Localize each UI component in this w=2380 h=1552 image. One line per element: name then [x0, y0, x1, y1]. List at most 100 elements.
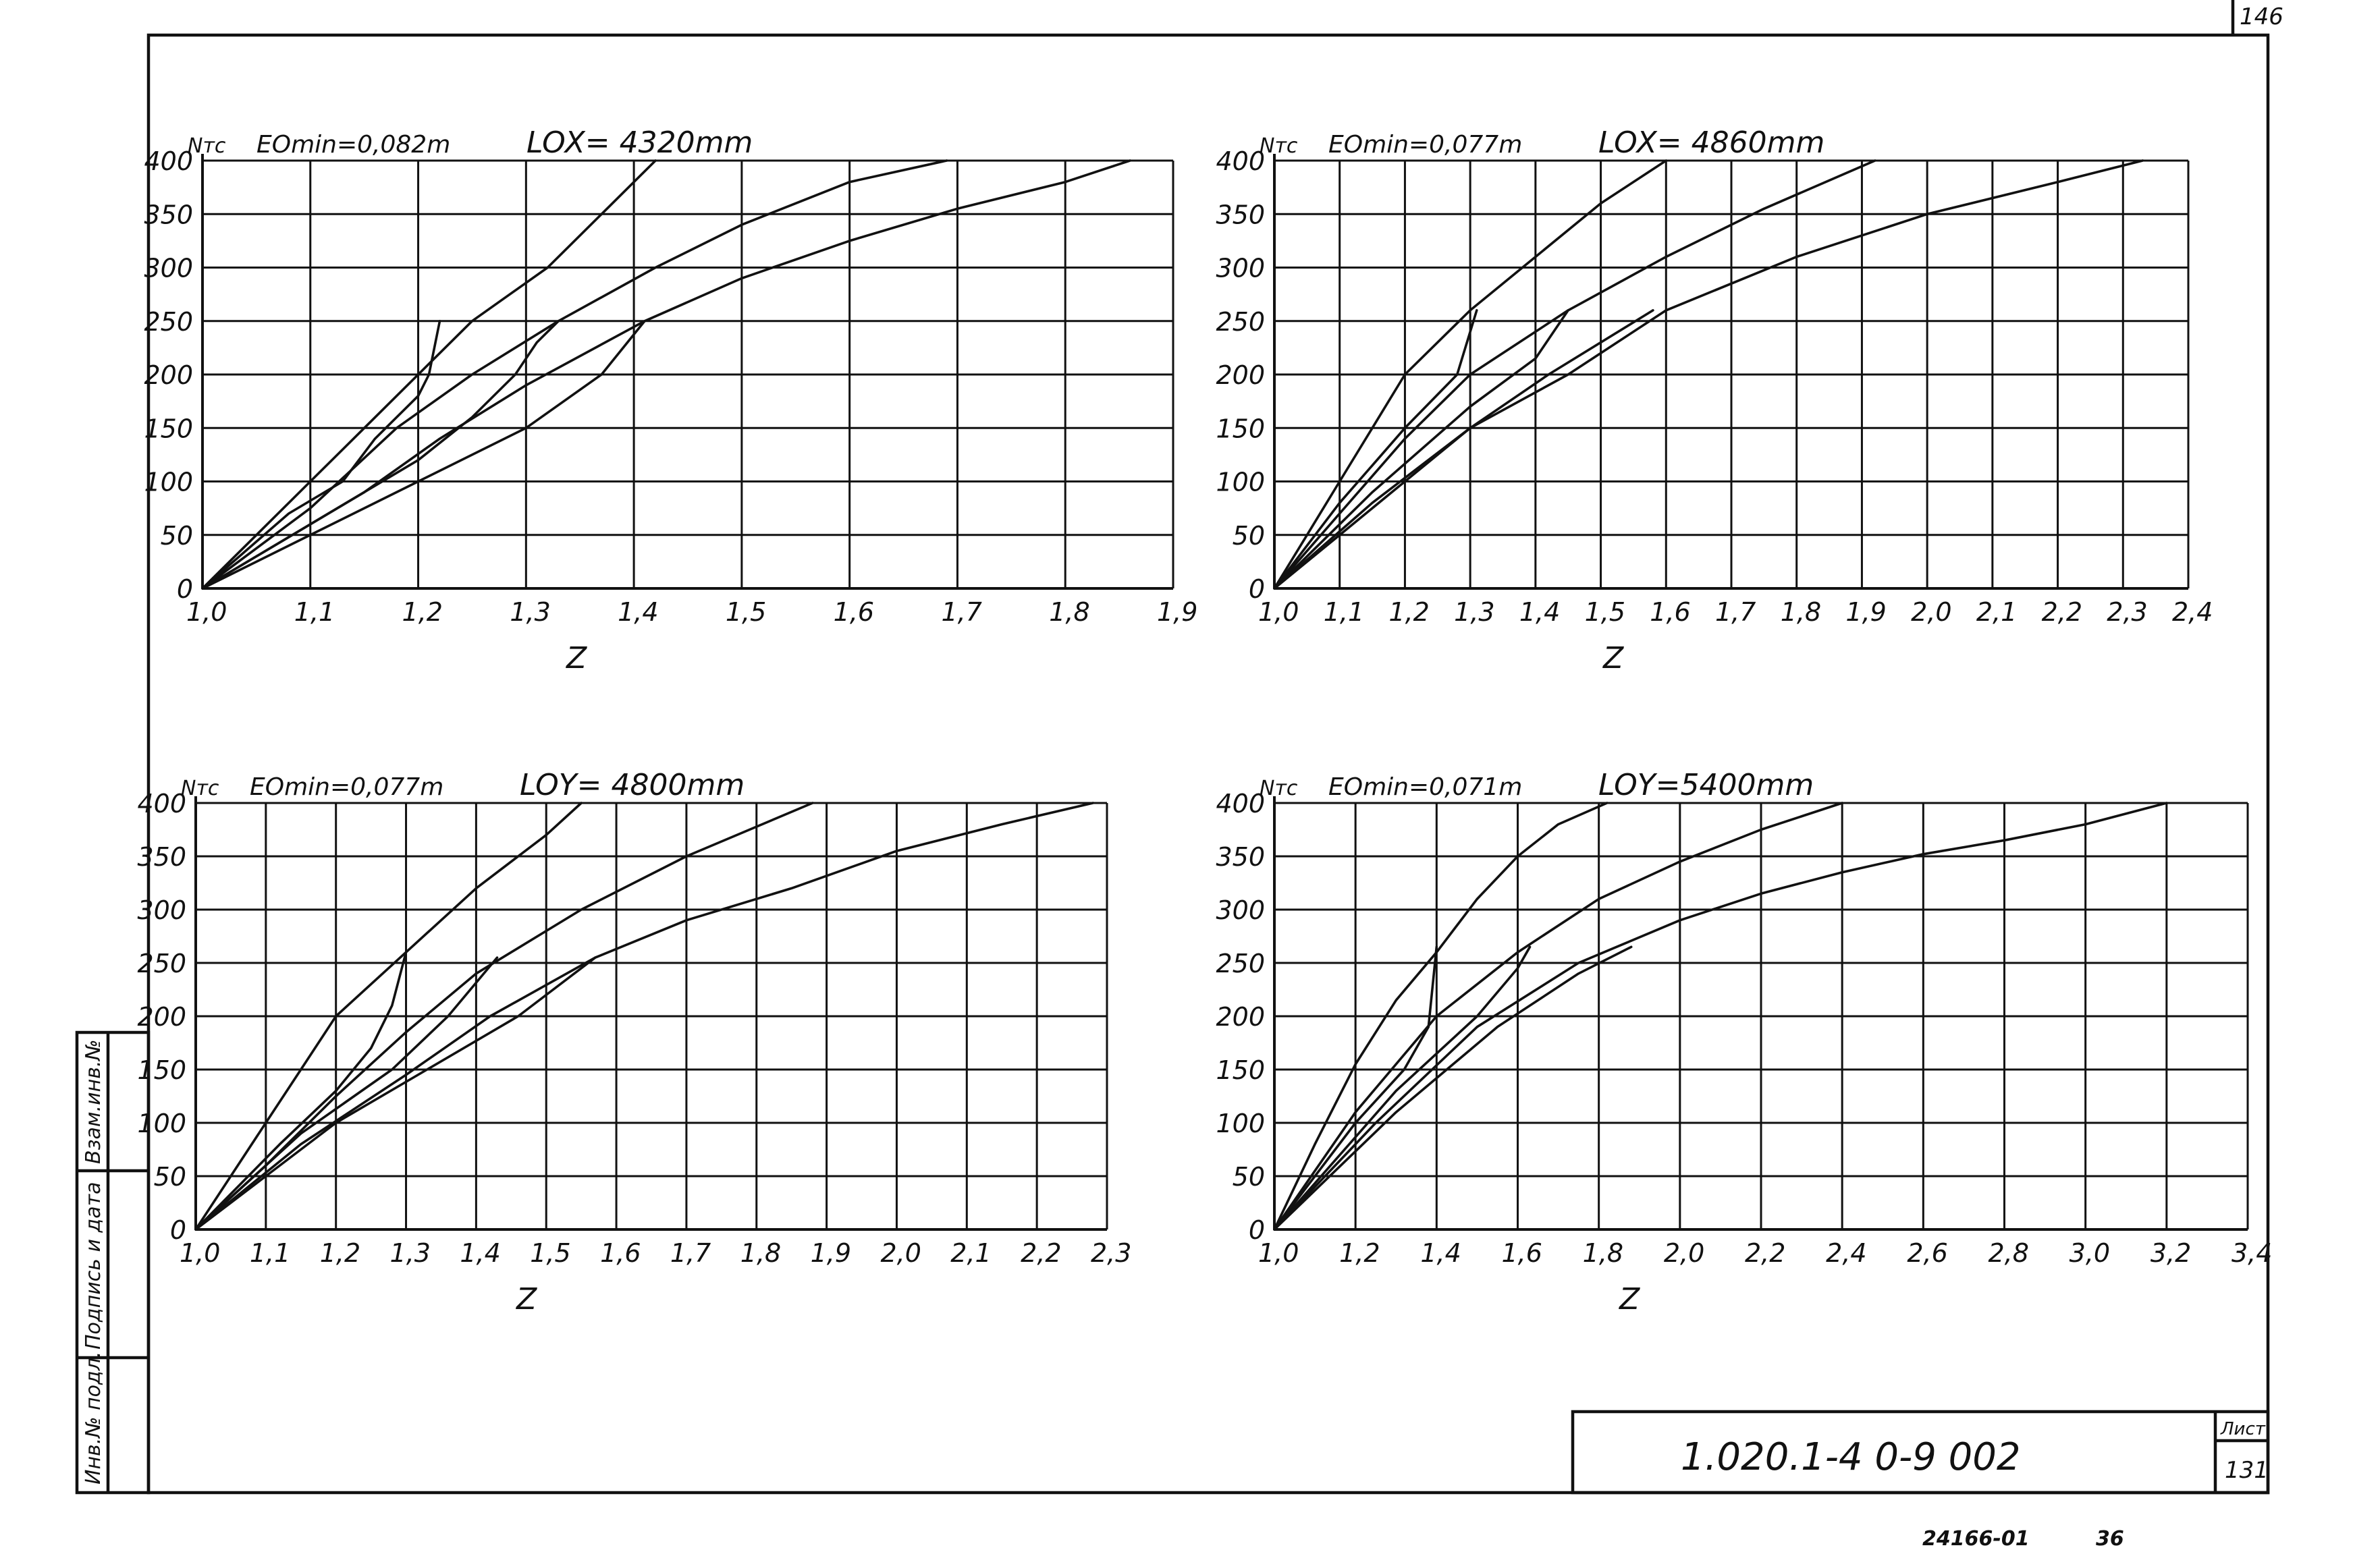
- sheet-frame: [146, 33, 2270, 1495]
- chart-grid: [194, 802, 1108, 1231]
- chart-grid: [1273, 802, 2249, 1231]
- x-tick-label: 1,2: [320, 1238, 360, 1268]
- y-tick-label: 100: [1216, 468, 1265, 497]
- series-line-3: [1273, 159, 2144, 590]
- charts-container: 1,0 1,1 1,2 1,3 1,4 1,5 1,6 1,7 1,8 1,9 0 50 100 150 2…: [137, 126, 2272, 1317]
- y-tick-label: 50: [1233, 1162, 1265, 1192]
- series-line-4: [194, 951, 408, 1231]
- y-tick-label: 150: [1216, 414, 1265, 443]
- y-tick-label: 300: [1216, 254, 1265, 283]
- series-line-4: [1273, 309, 1478, 590]
- x-tick-label: 1,7: [1715, 597, 1756, 627]
- emin-label: EOmin=0,071m: [1328, 773, 1522, 801]
- y-axis-label: Nтс: [188, 134, 226, 158]
- x-tick-label: 1,8: [1049, 597, 1089, 627]
- x-tick-label: 1,6: [1502, 1238, 1542, 1268]
- y-tick-label: 200: [1216, 1002, 1265, 1032]
- x-tick-label: 1,7: [941, 597, 981, 627]
- y-tick-label: 0: [170, 1215, 186, 1245]
- x-tick-label: 1,4: [1519, 597, 1560, 627]
- series-line-4: [1273, 945, 1438, 1231]
- series-line-6: [201, 320, 646, 590]
- emin-label: EOmin=0,082m: [256, 131, 450, 159]
- x-axis-label: Z: [1602, 641, 1624, 675]
- y-tick-label: 400: [137, 789, 186, 819]
- emin-label: EOmin=0,077m: [1328, 131, 1522, 159]
- x-tick-label: 2,3: [2107, 597, 2147, 627]
- y-tick-label: 150: [1216, 1055, 1265, 1085]
- x-tick-label: 1,8: [740, 1238, 781, 1268]
- x-tick-label: 1,3: [510, 597, 550, 627]
- sheet-number: 131: [2225, 1457, 2269, 1484]
- x-tick-label: 2,0: [880, 1238, 921, 1268]
- archive-number: 24166-01: [1922, 1527, 2030, 1551]
- series-line-1: [1273, 159, 1668, 590]
- x-tick-label: 1,7: [670, 1238, 711, 1268]
- y-tick-label: 250: [1216, 307, 1265, 337]
- length-label: LOX= 4320mm: [526, 126, 753, 160]
- x-tick-label: 1,4: [618, 597, 658, 627]
- x-tick-label: 1,5: [530, 1238, 570, 1268]
- y-tick-label: 300: [137, 895, 186, 925]
- x-tick-label: 1,6: [834, 597, 874, 627]
- x-axis-label: Z: [516, 1282, 537, 1317]
- x-tick-label: 1,9: [1157, 597, 1197, 627]
- x-tick-label: 1,5: [726, 597, 766, 627]
- x-axis-label: Z: [566, 641, 587, 675]
- x-tick-label: 1,1: [250, 1238, 290, 1268]
- series-line-5: [1273, 945, 1532, 1231]
- x-tick-label: 1,3: [390, 1238, 431, 1268]
- x-tick-label: 3,0: [2070, 1238, 2110, 1268]
- x-tick-label: 3,4: [2232, 1238, 2272, 1268]
- x-tick-label: 1,9: [1845, 597, 1886, 627]
- x-axis-label: Z: [1619, 1282, 1640, 1317]
- x-tick-label: 2,2: [2042, 597, 2082, 627]
- length-label: LOY= 4800mm: [520, 768, 745, 802]
- y-tick-label: 200: [137, 1002, 186, 1032]
- y-axis-label: Nтс: [181, 777, 219, 800]
- x-tick-label: 3,2: [2151, 1238, 2191, 1268]
- margin-label-replace: Взам.инв.№: [82, 1039, 105, 1164]
- y-tick-label: 150: [137, 1055, 186, 1085]
- series-line-6: [1273, 309, 1654, 590]
- chart-1: 1,0 1,1 1,2 1,3 1,4 1,5 1,6 1,7 1,8 1,9 0 50 100 150 2…: [144, 126, 1197, 675]
- x-tick-label: 2,0: [1911, 597, 1951, 627]
- x-tick-label: 1,2: [402, 597, 443, 627]
- x-tick-label: 2,2: [1745, 1238, 1785, 1268]
- series-line-2: [1273, 802, 1843, 1231]
- y-tick-label: 400: [144, 146, 193, 176]
- x-tick-label: 1,8: [1583, 1238, 1623, 1268]
- x-tick-label: 2,4: [2172, 597, 2213, 627]
- title-block: 1.020.1-4 0-9 002 Лист 131: [1571, 1410, 2270, 1495]
- x-tick-label: 1,1: [1324, 597, 1364, 627]
- y-tick-label: 300: [1216, 895, 1265, 925]
- x-tick-label: 1,9: [811, 1238, 851, 1268]
- x-tick-label: 1,6: [600, 1238, 641, 1268]
- x-tick-label: 1,4: [460, 1238, 500, 1268]
- series-line-1: [201, 159, 657, 590]
- y-tick-label: 50: [161, 521, 193, 551]
- series-line-1: [194, 802, 583, 1231]
- emin-label: EOmin=0,077m: [250, 773, 443, 801]
- y-axis-label: Nтс: [1260, 777, 1298, 800]
- x-tick-label: 2,1: [950, 1238, 991, 1268]
- y-tick-label: 350: [1216, 842, 1265, 872]
- y-tick-label: 50: [1233, 521, 1265, 551]
- length-label: LOX= 4860mm: [1598, 126, 1824, 160]
- length-label: LOY=5400mm: [1598, 768, 1814, 802]
- y-tick-label: 400: [1216, 789, 1265, 819]
- y-tick-label: 400: [1216, 146, 1265, 176]
- series-line-2: [1273, 159, 1876, 590]
- y-tick-label: 100: [137, 1109, 186, 1138]
- x-tick-label: 1,6: [1650, 597, 1690, 627]
- series-line-4: [201, 320, 441, 590]
- y-tick-label: 250: [144, 307, 193, 337]
- chart-4: 1,0 1,2 1,4 1,6 1,8 2,0 2,2 2,4 2,6 2,8 3,0 3,2 3,4 0…: [1216, 768, 2272, 1317]
- page-corner-number: 146: [2240, 3, 2283, 30]
- x-tick-label: 2,3: [1091, 1238, 1131, 1268]
- chart-3: 1,0 1,1 1,2 1,3 1,4 1,5 1,6 1,7 1,8 1,9 2,0 2,1 2,2 2…: [137, 768, 1131, 1317]
- series-line-5: [1273, 309, 1569, 590]
- x-tick-label: 1,5: [1585, 597, 1625, 627]
- x-tick-label: 1,4: [1420, 1238, 1461, 1268]
